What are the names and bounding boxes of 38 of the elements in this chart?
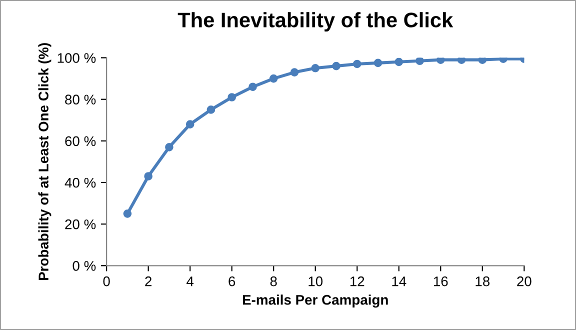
x-tick-label: 16 <box>434 276 448 286</box>
point <box>374 58 382 68</box>
y-tick-label: 20 % <box>65 219 96 230</box>
y-tick-label: 60 % <box>65 136 96 146</box>
x-tick-label: 4 <box>186 276 194 286</box>
x-tick-label: 8 <box>270 276 277 286</box>
point <box>206 106 216 114</box>
point <box>144 172 152 180</box>
x-axis-title: E-mails Per Campaign <box>242 294 388 308</box>
x-tick-label: 14 <box>392 276 406 286</box>
x-tick-label: 6 <box>228 276 236 286</box>
x-tick-label: 0 <box>103 276 110 286</box>
y-axis-title: Probability of at Least One Click (%) <box>38 43 52 280</box>
point <box>478 58 487 64</box>
y-tick-label: 100 % <box>58 53 96 63</box>
point <box>269 74 278 83</box>
chart-title: The Inevitability of the Click <box>178 12 454 32</box>
point <box>394 58 404 66</box>
point <box>436 58 445 64</box>
point <box>457 58 466 64</box>
point <box>228 93 236 102</box>
point <box>186 120 194 128</box>
y-tick-label: 80 % <box>65 94 96 104</box>
x-tick-label: 10 <box>308 276 323 286</box>
x-tick-label: 18 <box>476 276 490 286</box>
point <box>352 60 362 68</box>
y-tick-label: 40 % <box>64 178 96 188</box>
point <box>165 142 174 152</box>
point <box>311 64 320 72</box>
point <box>290 68 299 76</box>
point <box>416 58 424 66</box>
x-tick-label: 2 <box>145 276 152 286</box>
x-tick-label: 12 <box>350 276 364 286</box>
point <box>332 62 340 70</box>
point <box>123 210 132 218</box>
x-tick-label: 20 <box>517 276 532 286</box>
y-tick-label: 0 % <box>72 260 96 271</box>
point <box>248 82 257 92</box>
